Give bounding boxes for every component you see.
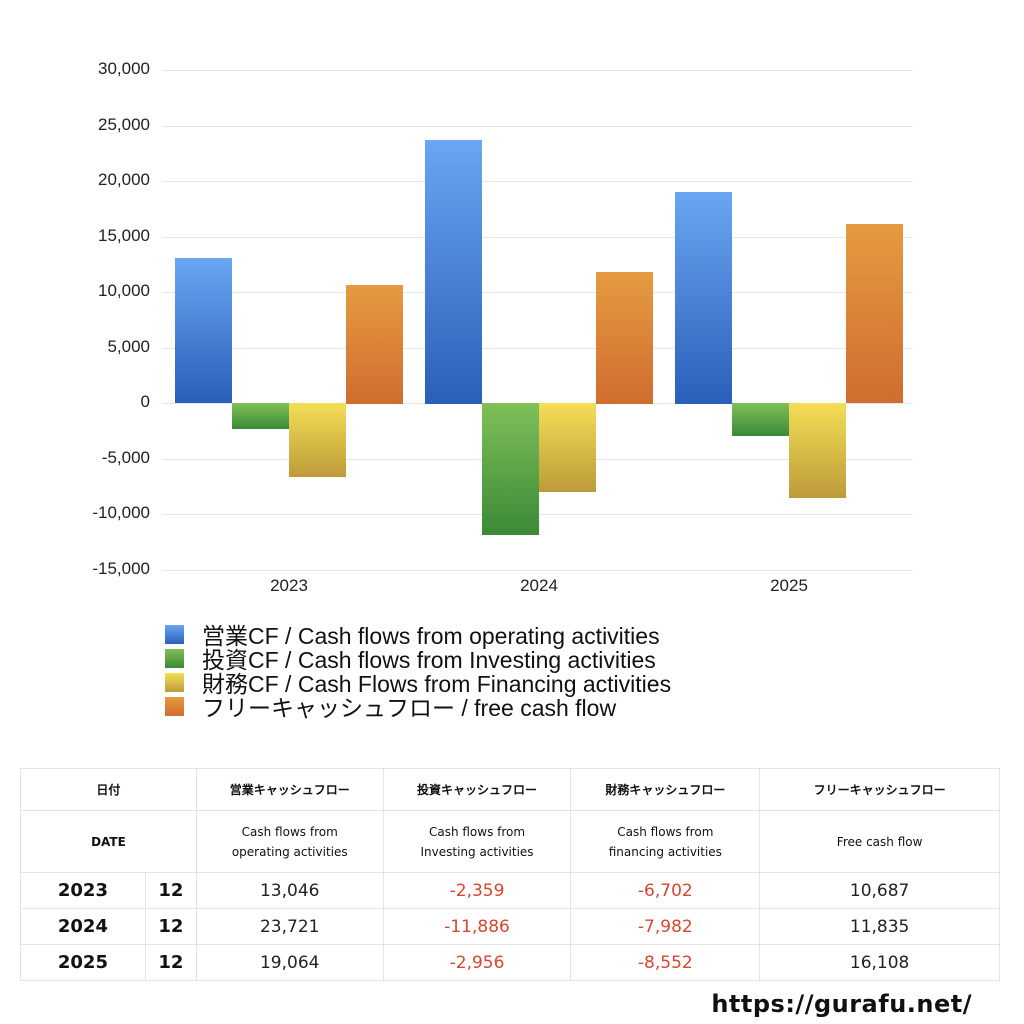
y-tick-label: 10,000 [98,281,150,300]
legend-item-financing: 財務CF / Cash Flows from Financing activit… [165,670,671,697]
legend-label: 財務CF / Cash Flows from Financing activit… [202,671,672,697]
gridline [162,181,913,182]
legend-label: 営業CF / Cash flows from operating activit… [202,623,660,649]
bar-2024-series-0 [425,140,482,404]
bar-2023-series-2 [289,403,346,477]
header-investing-en-line2: Investing activities [420,844,534,859]
row-free: 16,108 [759,944,1000,981]
bar-2024-series-3 [596,272,653,404]
gridline [162,237,913,238]
y-tick-label: 30,000 [98,59,150,78]
header-free-en: Free cash flow [759,810,1000,873]
header-operating-en-line1: Cash flows from [241,824,338,839]
y-tick-label: 20,000 [98,170,150,189]
row-year: 2023 [20,872,146,909]
header-date-jp: 日付 [20,768,197,811]
chart-legend: 営業CF / Cash flows from operating activit… [165,622,671,721]
legend-item-free-cash-flow: フリーキャッシュフロー / free cash flow [165,694,671,721]
row-year: 2024 [20,908,146,945]
y-tick-label: 25,000 [98,115,150,134]
gridline [162,292,913,293]
bar-2023-series-0 [175,258,232,403]
header-free-jp: フリーキャッシュフロー [759,768,1000,811]
legend-swatch-financing [165,672,184,692]
row-investing: -2,359 [382,872,572,909]
bar-2023-series-1 [232,403,289,429]
header-financing-en: Cash flows from financing activities [570,810,761,873]
header-investing-en: Cash flows from Investing activities [382,810,572,873]
table-row: 2024 12 23,721 -11,886 -7,982 11,835 [20,908,1000,945]
y-tick-label: -5,000 [101,448,150,467]
header-investing-jp: 投資キャッシュフロー [382,768,572,811]
header-operating-en-line2: operating activities [231,844,348,859]
table-header-en: DATE Cash flows from operating activitie… [20,810,1000,873]
legend-swatch-free-cash-flow [165,696,184,716]
row-free: 11,835 [759,908,1000,945]
row-operating: 19,064 [195,944,384,981]
legend-label: フリーキャッシュフロー / free cash flow [202,695,617,721]
legend-swatch-operating [165,624,184,644]
bar-2025-series-0 [675,192,732,404]
cash-flow-table: 日付 営業キャッシュフロー 投資キャッシュフロー 財務キャッシュフロー フリーキ… [20,768,1000,981]
row-month: 12 [144,872,197,909]
table-row: 2025 12 19,064 -2,956 -8,552 16,108 [20,944,1000,981]
row-financing: -8,552 [570,944,761,981]
table-header-jp: 日付 営業キャッシュフロー 投資キャッシュフロー 財務キャッシュフロー フリーキ… [20,768,1000,811]
x-tick-label: 2025 [770,576,808,595]
header-operating-jp: 営業キャッシュフロー [195,768,384,811]
y-tick-label: 5,000 [107,337,150,356]
row-investing: -11,886 [382,908,572,945]
gridline [162,348,913,349]
header-financing-jp: 財務キャッシュフロー [570,768,761,811]
row-operating: 23,721 [195,908,384,945]
y-tick-label: -15,000 [92,559,150,578]
table-row: 2023 12 13,046 -2,359 -6,702 10,687 [20,872,1000,909]
legend-item-investing: 投資CF / Cash flows from Investing activit… [165,646,671,673]
legend-item-operating: 営業CF / Cash flows from operating activit… [165,622,671,649]
row-financing: -7,982 [570,908,761,945]
row-financing: -6,702 [570,872,761,909]
gridline [162,70,913,71]
y-tick-label: 15,000 [98,226,150,245]
bar-2024-series-1 [482,403,539,535]
header-financing-en-line1: Cash flows from [617,824,714,839]
site-url-link[interactable]: https://gurafu.net/ [711,990,972,1018]
x-tick-label: 2024 [520,576,558,595]
gridline [162,570,913,571]
row-operating: 13,046 [195,872,384,909]
row-investing: -2,956 [382,944,572,981]
row-year: 2025 [20,944,146,981]
gridline [162,126,913,127]
y-tick-label: 0 [140,392,150,411]
header-investing-en-line1: Cash flows from [428,824,526,839]
bar-2024-series-2 [539,403,596,492]
row-month: 12 [144,908,197,945]
legend-swatch-investing [165,648,184,668]
x-tick-label: 2023 [270,576,308,595]
bar-2025-series-1 [732,403,789,436]
header-date-en: DATE [20,810,197,873]
header-financing-en-line2: financing activities [608,844,722,859]
cash-flow-bar-chart: 30,000 25,000 20,000 15,000 10,000 5,000 0 -5,0… [92,59,913,595]
legend-label: 投資CF / Cash flows from Investing activit… [202,647,656,673]
y-tick-label: -10,000 [92,503,150,522]
bar-2025-series-3 [846,224,903,403]
bar-2023-series-3 [346,285,403,404]
row-month: 12 [144,944,197,981]
bar-2025-series-2 [789,403,846,498]
row-free: 10,687 [759,872,1000,909]
header-operating-en: Cash flows from operating activities [195,810,384,873]
